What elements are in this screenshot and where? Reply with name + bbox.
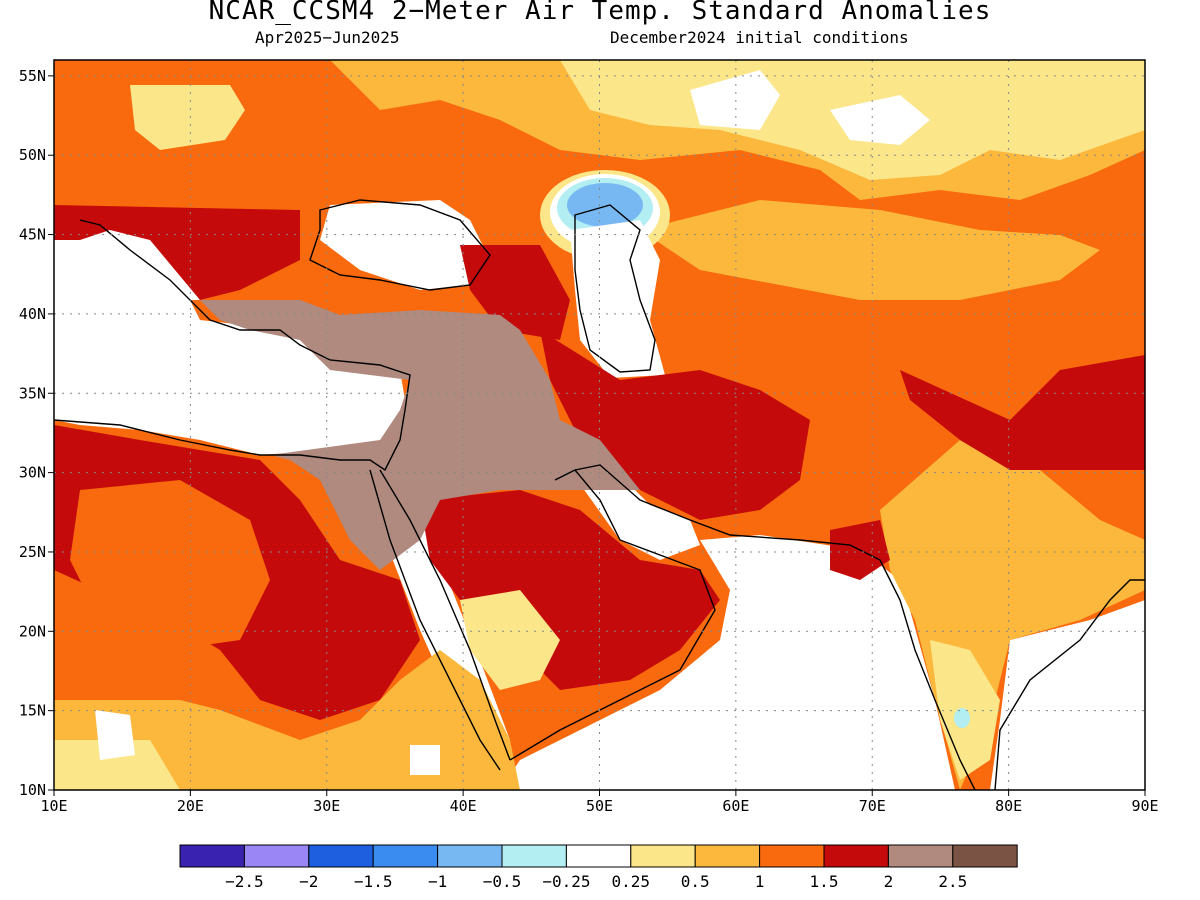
colorbar-label: 2.5 <box>938 872 967 891</box>
colorbar-label: 1.5 <box>810 872 839 891</box>
colorbar-swatch <box>565 844 632 868</box>
field-yellow-europe <box>130 85 245 150</box>
graticule <box>54 60 1145 790</box>
initial-conditions: December2024 initial conditions <box>610 28 909 47</box>
anomaly-field <box>54 60 1145 790</box>
colorbar-swatch <box>887 844 954 868</box>
y-tick-label: 50N <box>19 146 46 164</box>
axis-ticks: 10E 20E 30E 40E 50E 60E 70E 80E 90E 10N 15N 20N 25N 3… <box>19 67 1159 815</box>
y-tick-label: 45N <box>19 226 46 244</box>
colorbar-label: −2 <box>299 872 318 891</box>
x-tick-label: 20E <box>177 797 204 815</box>
x-tick-label: 90E <box>1131 797 1158 815</box>
coastlines <box>54 199 1145 790</box>
field-orange-east-africa <box>54 650 520 790</box>
colorbar-swatch <box>308 844 374 868</box>
colorbar-swatch <box>243 844 310 868</box>
y-tick-label: 55N <box>19 67 46 85</box>
y-tick-label: 20N <box>19 622 46 640</box>
field-dark-red-himalaya <box>900 355 1145 470</box>
colorbar-swatch <box>823 844 889 868</box>
y-tick-label: 30N <box>19 464 46 482</box>
field-orange-central-asia <box>640 200 1100 300</box>
coastline-caspian-sea <box>574 204 656 373</box>
coastline-mediterranean <box>54 219 411 472</box>
x-tick-label: 60E <box>722 797 749 815</box>
x-tick-label: 10E <box>40 797 67 815</box>
field-white-caspian-sea <box>570 220 665 378</box>
field-white-mediterranean <box>54 300 410 460</box>
y-tick-label: 40N <box>19 305 46 323</box>
y-tick-label: 35N <box>19 384 46 402</box>
colorbar-swatch <box>694 844 761 868</box>
field-white-black-sea <box>320 200 490 290</box>
field-white-horn-patch <box>410 745 440 775</box>
colorbar-label: 0.25 <box>612 872 651 891</box>
x-tick-label: 30E <box>313 797 340 815</box>
field-caspian-blue <box>567 183 643 227</box>
field-cyan-india <box>954 708 970 728</box>
coastline-gulf <box>574 464 976 790</box>
y-tick-label: 10N <box>19 781 46 799</box>
field-white-north-east <box>830 95 930 145</box>
x-tick-label: 70E <box>859 797 886 815</box>
field-white-arabian-sea <box>500 535 955 790</box>
colorbar-label: −0.5 <box>483 872 522 891</box>
field-yellow-horn <box>460 590 560 690</box>
colorbar-swatch <box>501 844 567 868</box>
colorbar-swatch <box>759 844 825 868</box>
x-tick-label: 50E <box>586 797 613 815</box>
field-orange-sahara <box>70 480 270 650</box>
forecast-period: Apr2025−Jun2025 <box>255 28 400 47</box>
field-dark-red-arabia <box>420 490 720 690</box>
x-tick-label: 80E <box>995 797 1022 815</box>
colorbar-label: −2.5 <box>225 872 264 891</box>
x-tick-label: 40E <box>450 797 477 815</box>
colorbar-swatch <box>179 844 245 868</box>
colorbar-label: −1.5 <box>354 872 393 891</box>
coastline-red-sea <box>379 469 511 761</box>
colorbar: −2.5 −2 −1.5 −1 −0.5 −0.25 0.25 0.5 1 1.5 2 2.5 <box>179 844 1018 891</box>
colorbar-label: 0.5 <box>681 872 710 891</box>
colorbar-label: 1 <box>755 872 765 891</box>
colorbar-swatch <box>630 844 696 868</box>
coastline-black-sea <box>309 199 491 291</box>
y-tick-label: 15N <box>19 702 46 720</box>
colorbar-label: 2 <box>884 872 894 891</box>
colorbar-label: −1 <box>428 872 447 891</box>
field-dark-red-caucasus <box>460 245 570 340</box>
field-brown-levant-iraq <box>200 300 640 570</box>
field-dark-red-balkans <box>54 205 300 300</box>
field-yellow-east-africa <box>54 740 180 790</box>
y-tick-label: 25N <box>19 543 46 561</box>
field-white-bay-of-bengal <box>990 600 1145 790</box>
field-white-africa-patch <box>95 710 135 760</box>
colorbar-swatch <box>372 844 439 868</box>
colorbar-swatch <box>952 844 1018 868</box>
map-title: NCAR_CCSM4 2−Meter Air Temp. Standard An… <box>208 0 992 26</box>
coastline-red-sea-west <box>369 469 501 771</box>
colorbar-swatch <box>437 844 503 868</box>
colorbar-label: −0.25 <box>542 872 590 891</box>
coastline-bay-of-bengal <box>994 579 1145 790</box>
field-white-siberia <box>690 70 780 130</box>
